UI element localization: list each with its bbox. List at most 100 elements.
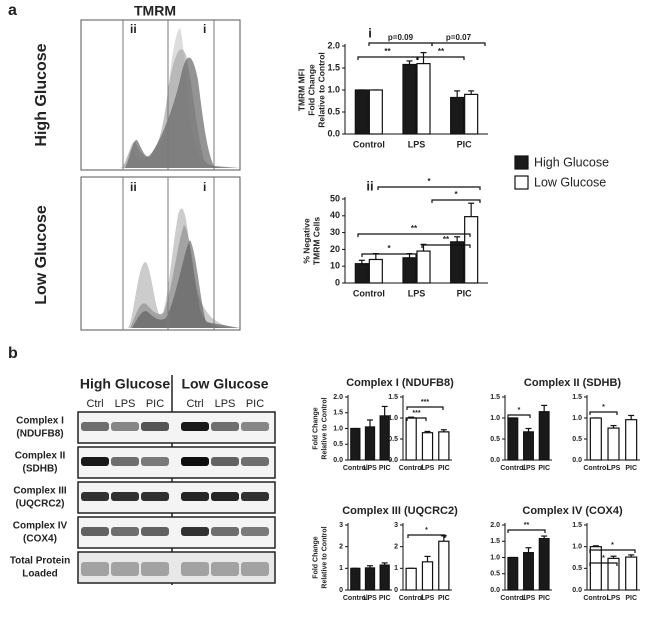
y-tick-label: 0.0 — [572, 587, 582, 594]
x-tick-label: Control — [500, 595, 525, 602]
bar — [625, 556, 638, 591]
gate-label: i — [203, 180, 206, 194]
y-tick-label: 2 — [339, 544, 343, 551]
sig-label: *** — [421, 399, 429, 406]
blot-box — [77, 411, 276, 444]
flow-title: TMRM — [134, 3, 176, 19]
y-tick-label: 0 — [339, 587, 343, 594]
sig-bracket — [407, 534, 446, 538]
sig-bracket — [589, 549, 636, 553]
bar — [538, 411, 550, 461]
x-tick-label: LPS — [363, 595, 377, 602]
blot-band — [111, 562, 139, 576]
sig-bracket — [357, 233, 471, 237]
y-tick-label: 0.0 — [572, 457, 582, 464]
bar — [364, 426, 376, 461]
y-tick-label: 1.0 — [572, 544, 582, 551]
y-tick-label: 3 — [339, 522, 343, 529]
y-tick-label: 1 — [394, 565, 398, 572]
bar — [450, 241, 465, 284]
y-axis-label: Fold Change — [306, 64, 316, 116]
sig-label: * — [454, 190, 458, 199]
sig-bracket — [589, 562, 618, 566]
y-tick-label: 1.5 — [327, 62, 340, 72]
x-tick-label: PIC — [457, 288, 473, 298]
x-tick-label: Control — [500, 465, 525, 472]
y-tick-label: 0 — [394, 587, 398, 594]
y-axis-label: Fold Change — [312, 407, 319, 449]
bar — [464, 216, 479, 284]
y-tick-label: 0.5 — [388, 436, 398, 443]
bar — [416, 250, 431, 284]
sig-bracket — [421, 244, 471, 248]
blot-band — [141, 457, 169, 466]
x-tick-label: LPS — [363, 465, 377, 472]
bar — [438, 540, 450, 591]
sig-label: * — [602, 404, 605, 411]
x-tick-label: LPS — [408, 288, 426, 298]
y-tick-label: 0.5 — [572, 565, 582, 572]
bar — [464, 93, 479, 135]
x-tick-label: Control — [343, 595, 368, 602]
y-tick-label: 0.5 — [490, 571, 500, 578]
blot-band — [111, 527, 139, 536]
bar — [350, 567, 361, 591]
blot-group: High Glucose — [80, 376, 170, 392]
y-tick-label: 0 — [335, 277, 340, 287]
bar — [354, 263, 369, 284]
blot-band — [111, 422, 139, 431]
bar — [538, 538, 550, 591]
bar — [364, 567, 376, 591]
x-tick-label: Control — [353, 139, 385, 149]
gate-label: ii — [130, 22, 137, 36]
y-tick-label: 20 — [330, 244, 340, 254]
y-tick-label: 0.5 — [572, 436, 582, 443]
x-tick-label: PIC — [625, 595, 637, 602]
blot-band — [181, 527, 209, 536]
chart-title: Complex II (SDHB) — [524, 377, 622, 389]
x-tick-label: Control — [399, 595, 424, 602]
gate-label: ii — [130, 180, 137, 194]
blot-row-label: Complex IV — [13, 521, 68, 532]
sig-label: ** — [443, 235, 450, 244]
chart-title: Complex IV (COX4) — [522, 505, 623, 517]
sig-bracket — [406, 406, 444, 410]
bar — [354, 89, 369, 135]
y-tick-label: 1.5 — [490, 394, 500, 401]
sig-bracket — [368, 42, 433, 46]
flow-row-label: Low Glucose — [33, 205, 50, 305]
y-tick-label: 2.0 — [490, 522, 500, 529]
flow-panel: ii i High Glucose — [33, 19, 241, 171]
bar — [421, 561, 434, 591]
y-tick-label: 1.0 — [327, 84, 340, 94]
blot-band — [241, 492, 269, 501]
blot-lane: LPS — [215, 398, 236, 410]
blot-box — [77, 551, 276, 584]
bar — [607, 557, 620, 591]
blot-row-label: Total Protein — [10, 556, 70, 567]
blot-band — [241, 457, 269, 466]
blot-lane: LPS — [115, 398, 136, 410]
y-tick-label: 0.5 — [327, 106, 340, 116]
y-tick-label: 1 — [339, 565, 343, 572]
bar — [507, 556, 519, 591]
x-tick-label: PIC — [457, 139, 473, 149]
blot-group: Low Glucose — [181, 376, 268, 392]
sig-bracket — [417, 56, 465, 60]
bar — [589, 546, 602, 591]
blot-row-label: (SDHB) — [23, 464, 58, 475]
bar — [523, 431, 534, 461]
y-tick-label: 1.5 — [490, 538, 500, 545]
x-tick-label: PIC — [438, 465, 450, 472]
panel-label: b — [8, 345, 18, 362]
y-tick-label: 3 — [394, 522, 398, 529]
y-tick-label: 0.5 — [333, 441, 343, 448]
x-tick-label: LPS — [408, 139, 426, 149]
blot-band — [181, 562, 209, 576]
flow-row-label: High Glucose — [33, 43, 50, 146]
bar — [589, 417, 602, 461]
